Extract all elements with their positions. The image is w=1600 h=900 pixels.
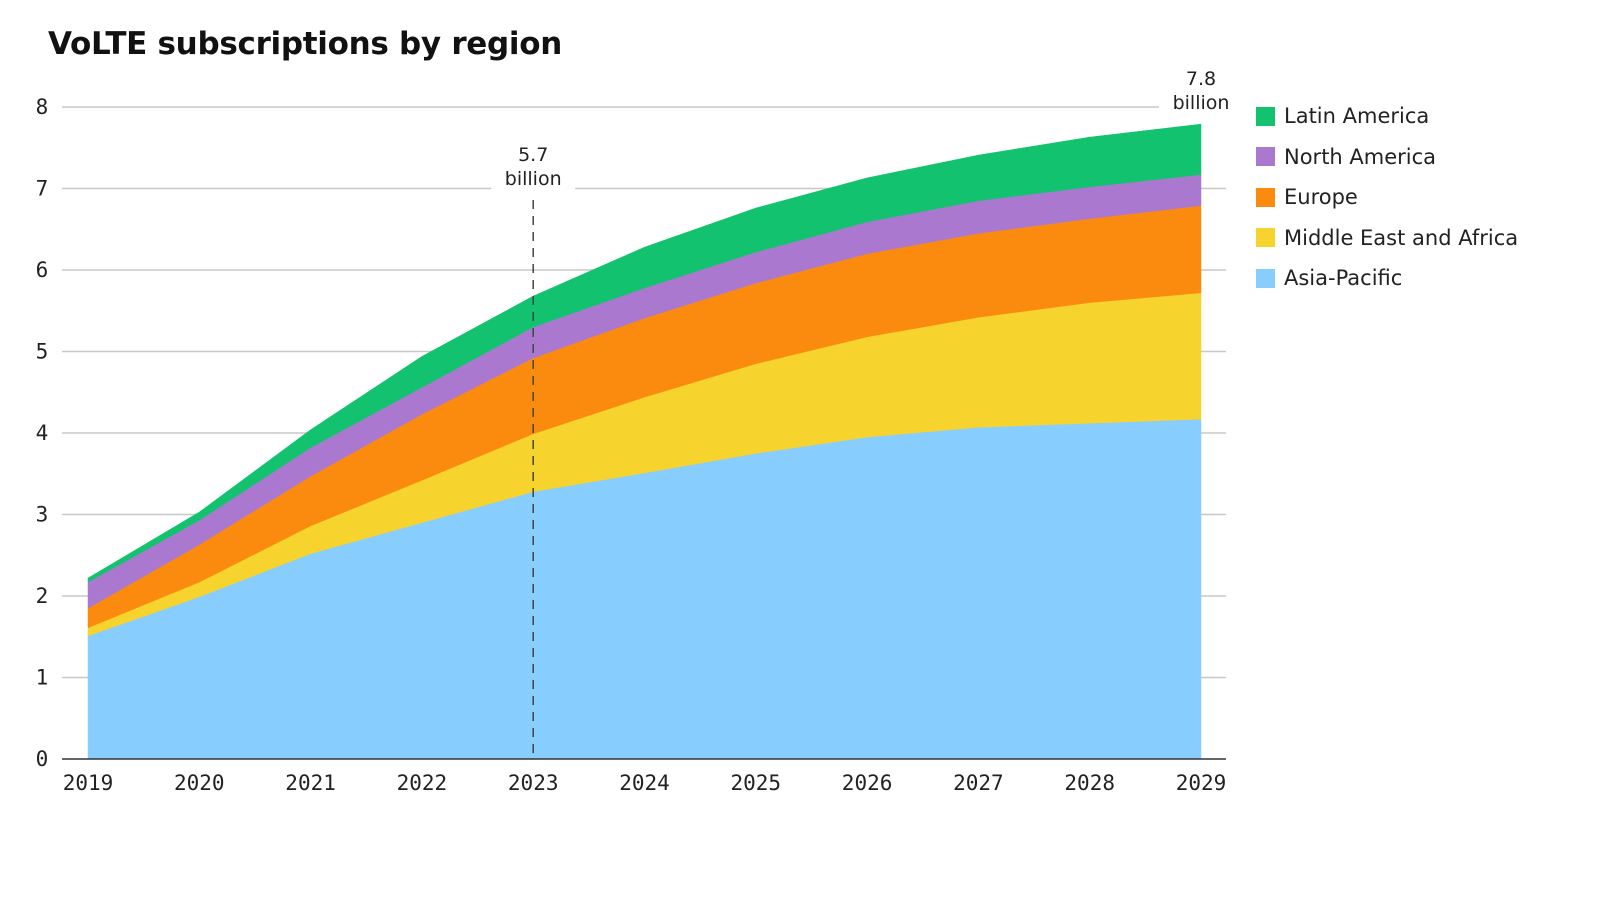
y-tick-label: 0 [36,747,49,771]
y-tick-label: 2 [36,584,49,608]
legend-swatch [1256,228,1275,248]
legend-label: Asia-Pacific [1284,266,1403,291]
y-tick-label: 3 [36,503,49,527]
annotation-value: 7.8 [1186,68,1216,90]
annotation-background [1159,62,1243,120]
legend-swatch [1256,106,1275,126]
area-series [87,123,1202,760]
annotation-unit: billion [1173,92,1230,114]
legend-swatch [1256,187,1275,207]
annotation-value: 5.7 [518,144,548,166]
chart-title: VoLTE subscriptions by region [48,26,563,62]
legend-label: Latin America [1284,104,1430,129]
x-tick-label: 2022 [397,771,448,795]
legend: Latin America North America Europe Middle E… [1256,96,1518,299]
legend-swatch [1256,147,1275,167]
x-tick-label: 2029 [1176,771,1227,795]
legend-item: Middle East and Africa [1256,218,1518,259]
x-tick-label: 2026 [842,771,893,795]
x-tick-label: 2027 [953,771,1004,795]
x-tick-label: 2024 [619,771,670,795]
legend-label: Middle East and Africa [1284,225,1519,250]
legend-item: North America [1256,137,1518,178]
y-tick-label: 6 [36,258,49,282]
x-tick-label: 2023 [508,771,559,795]
legend-label: Europe [1284,185,1358,210]
x-tick-label: 2020 [174,771,225,795]
x-tick-label: 2028 [1064,771,1115,795]
y-tick-label: 5 [36,340,49,364]
y-tick-label: 4 [36,421,49,445]
annotation-unit: billion [505,168,562,190]
y-tick-label: 1 [36,666,49,690]
legend-swatch [1256,268,1275,288]
x-tick-label: 2021 [285,771,336,795]
legend-item: Europe [1256,177,1518,218]
legend-label: North America [1284,144,1437,169]
x-tick-label: 2025 [731,771,782,795]
x-tick-label: 2019 [63,771,114,795]
area-latin-america [87,123,1202,583]
y-tick-label: 8 [36,95,49,119]
axes: 0 1 2 3 4 5 6 7 8 2019 2020 2021 2022 2023 2024 2025 202… [36,95,1227,795]
legend-item: Asia-Pacific [1256,258,1518,299]
annotation-background [491,138,576,196]
legend-item: Latin America [1256,96,1518,137]
y-tick-label: 7 [36,177,49,201]
